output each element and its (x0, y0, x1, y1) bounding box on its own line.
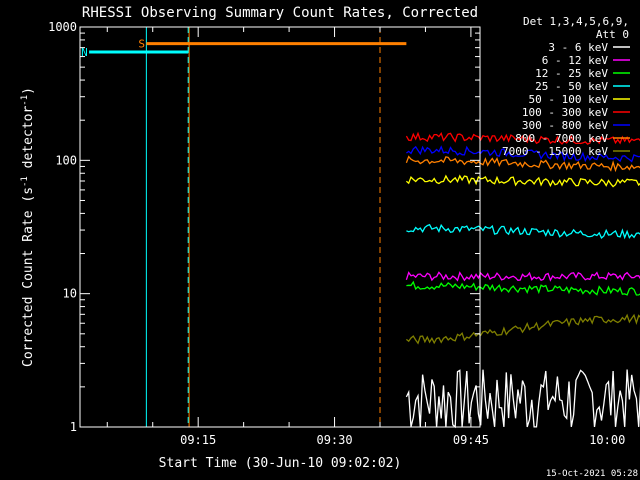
timestamp: 15-Oct-2021 05:28 (546, 469, 638, 479)
y-axis: 1 10 100 1000 (48, 20, 480, 434)
legend-header-detectors: Det 1,3,4,5,6,9, (523, 15, 629, 28)
y-tick-label: 1000 (48, 20, 77, 34)
x-tick-label: 09:30 (316, 433, 352, 447)
x-tick-label: 09:45 (453, 433, 489, 447)
y-tick-label: 1 (70, 420, 77, 434)
series-line (405, 271, 640, 282)
data-series (405, 131, 640, 429)
series-line (406, 145, 640, 163)
legend-label: 7000 - 15000 keV (502, 145, 608, 158)
legend-header-attenuator: Att 0 (596, 28, 629, 41)
legend-label: 800 - 7000 keV (515, 132, 608, 145)
x-tick-label: 10:00 (589, 433, 625, 447)
flag-bars: SN (81, 38, 407, 59)
chart-title: RHESSI Observing Summary Count Rates, Co… (82, 5, 478, 21)
legend-label: 25 - 50 keV (535, 80, 608, 93)
legend-label: 300 - 800 keV (522, 119, 608, 132)
series-line (405, 369, 640, 429)
series-line (405, 155, 640, 173)
series-line (406, 280, 640, 296)
series-line (405, 131, 640, 145)
flag-label: N (81, 46, 88, 59)
legend-label: 50 - 100 keV (529, 93, 609, 106)
legend-label: 3 - 6 keV (548, 41, 608, 54)
vertical-markers (145, 27, 381, 427)
series-line (405, 174, 640, 188)
plot-frame (79, 26, 481, 428)
series-line (405, 313, 640, 345)
y-tick-label: 100 (55, 153, 77, 167)
legend-label: 12 - 25 keV (535, 67, 608, 80)
legend-label: 6 - 12 keV (542, 54, 609, 67)
flag-label: S (138, 38, 145, 51)
x-axis-label: Start Time (30-Jun-10 09:02:02) (159, 456, 402, 471)
legend-label: 100 - 300 keV (522, 106, 608, 119)
y-tick-label: 10 (63, 287, 77, 301)
x-tick-label: 09:15 (180, 433, 216, 447)
y-axis-label: Corrected Count Rate (s-1 detector-1) (20, 87, 36, 367)
series-line (406, 223, 640, 240)
